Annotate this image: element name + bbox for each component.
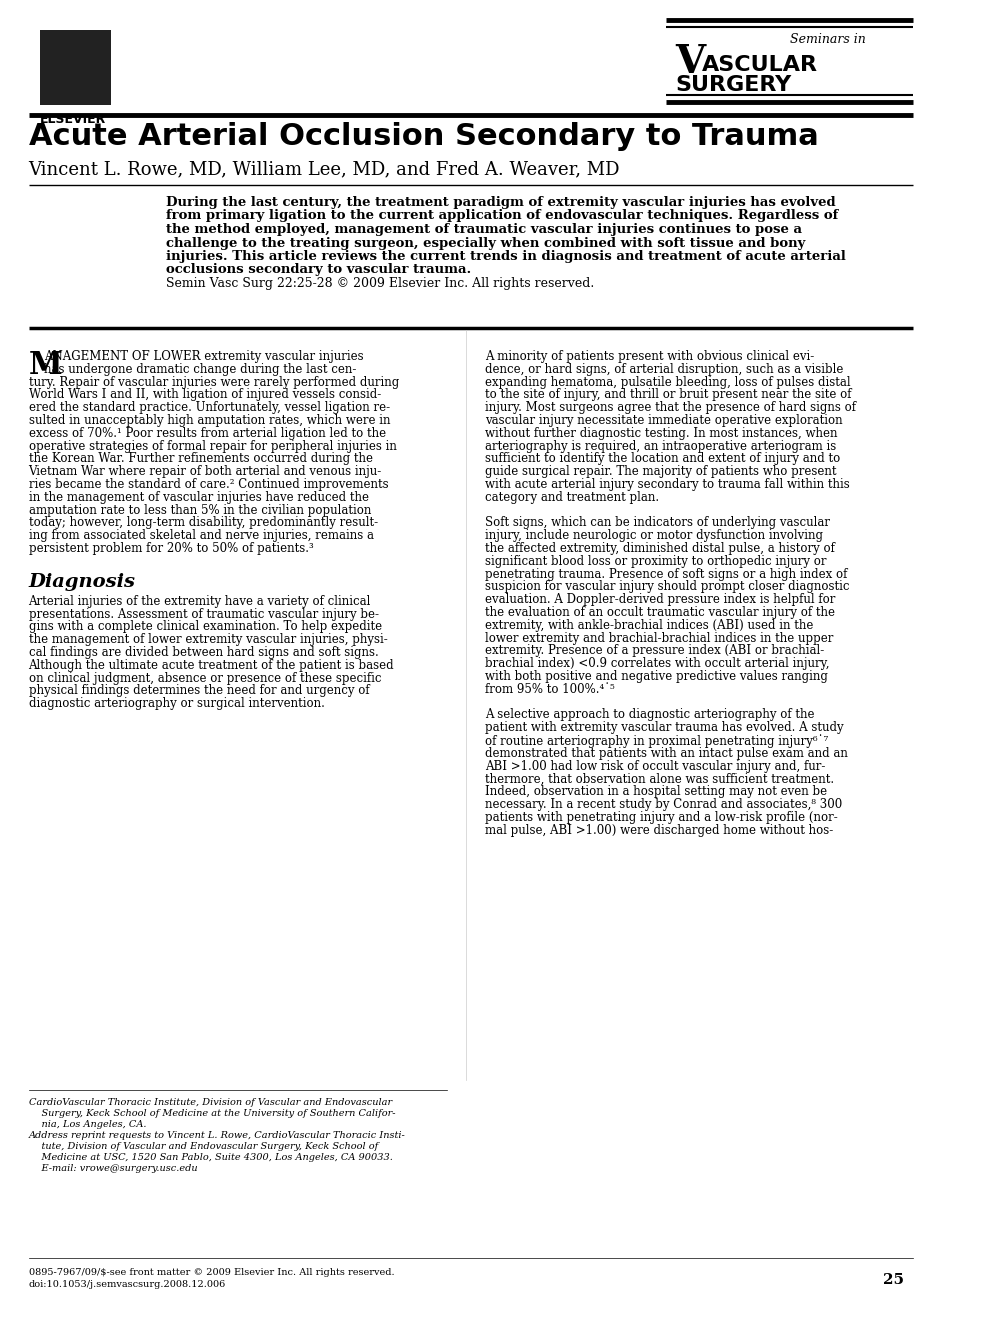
Text: Soft signs, which can be indicators of underlying vascular: Soft signs, which can be indicators of u… (485, 516, 831, 529)
Text: injuries. This article reviews the current trends in diagnosis and treatment of : injuries. This article reviews the curre… (166, 249, 846, 263)
Text: ANAGEMENT OF LOWER extremity vascular injuries: ANAGEMENT OF LOWER extremity vascular in… (44, 350, 363, 363)
Text: injury, include neurologic or motor dysfunction involving: injury, include neurologic or motor dysf… (485, 529, 823, 543)
Text: amputation rate to less than 5% in the civilian population: amputation rate to less than 5% in the c… (29, 504, 371, 516)
Text: excess of 70%.¹ Poor results from arterial ligation led to the: excess of 70%.¹ Poor results from arteri… (29, 426, 386, 440)
Text: ing from associated skeletal and nerve injuries, remains a: ing from associated skeletal and nerve i… (29, 529, 373, 543)
Text: World Wars I and II, with ligation of injured vessels consid-: World Wars I and II, with ligation of in… (29, 388, 381, 401)
Text: necessary. In a recent study by Conrad and associates,⁸ 300: necessary. In a recent study by Conrad a… (485, 799, 842, 810)
Text: Medicine at USC, 1520 San Pablo, Suite 4300, Los Angeles, CA 90033.: Medicine at USC, 1520 San Pablo, Suite 4… (29, 1152, 392, 1162)
Text: During the last century, the treatment paradigm of extremity vascular injuries h: During the last century, the treatment p… (166, 195, 837, 209)
Text: today; however, long-term disability, predominantly result-: today; however, long-term disability, pr… (29, 516, 377, 529)
Text: with both positive and negative predictive values ranging: with both positive and negative predicti… (485, 671, 828, 682)
Text: Acute Arterial Occlusion Secondary to Trauma: Acute Arterial Occlusion Secondary to Tr… (29, 121, 819, 150)
Text: E-mail: vrowe@surgery.usc.edu: E-mail: vrowe@surgery.usc.edu (29, 1164, 197, 1173)
Text: on clinical judgment, absence or presence of these specific: on clinical judgment, absence or presenc… (29, 672, 381, 685)
Text: extremity, with ankle-brachial indices (ABI) used in the: extremity, with ankle-brachial indices (… (485, 619, 814, 632)
Text: Diagnosis: Diagnosis (29, 573, 136, 591)
Text: penetrating trauma. Presence of soft signs or a high index of: penetrating trauma. Presence of soft sig… (485, 568, 847, 581)
Text: mal pulse, ABI >1.00) were discharged home without hos-: mal pulse, ABI >1.00) were discharged ho… (485, 824, 834, 837)
Text: Surgery, Keck School of Medicine at the University of Southern Califor-: Surgery, Keck School of Medicine at the … (29, 1109, 395, 1118)
Text: 0895-7967/09/$-see front matter © 2009 Elsevier Inc. All rights reserved.: 0895-7967/09/$-see front matter © 2009 E… (29, 1269, 394, 1276)
Text: ered the standard practice. Unfortunately, vessel ligation re-: ered the standard practice. Unfortunatel… (29, 401, 390, 414)
Text: suspicion for vascular injury should prompt closer diagnostic: suspicion for vascular injury should pro… (485, 581, 849, 594)
Text: with acute arterial injury secondary to trauma fall within this: with acute arterial injury secondary to … (485, 478, 849, 491)
Text: Semin Vasc Surg 22:25-28 © 2009 Elsevier Inc. All rights reserved.: Semin Vasc Surg 22:25-28 © 2009 Elsevier… (166, 277, 595, 290)
Text: without further diagnostic testing. In most instances, when: without further diagnostic testing. In m… (485, 426, 838, 440)
Text: doi:10.1053/j.semvascsurg.2008.12.006: doi:10.1053/j.semvascsurg.2008.12.006 (29, 1280, 226, 1290)
Text: from 95% to 100%.⁴˙⁵: from 95% to 100%.⁴˙⁵ (485, 682, 615, 696)
Text: expanding hematoma, pulsatile bleeding, loss of pulses distal: expanding hematoma, pulsatile bleeding, … (485, 376, 850, 388)
Text: M: M (29, 350, 62, 381)
Text: lower extremity and brachial-brachial indices in the upper: lower extremity and brachial-brachial in… (485, 631, 834, 644)
Text: of routine arteriography in proximal penetrating injury⁶˙⁷: of routine arteriography in proximal pen… (485, 734, 829, 748)
Text: nia, Los Angeles, CA.: nia, Los Angeles, CA. (29, 1119, 147, 1129)
Text: ABI >1.00 had low risk of occult vascular injury and, fur-: ABI >1.00 had low risk of occult vascula… (485, 759, 826, 772)
Text: in the management of vascular injuries have reduced the: in the management of vascular injuries h… (29, 491, 368, 504)
Bar (40, 30, 111, 106)
Text: challenge to the treating surgeon, especially when combined with soft tissue and: challenge to the treating surgeon, espec… (166, 236, 806, 249)
Text: cal findings are divided between hard signs and soft signs.: cal findings are divided between hard si… (29, 645, 378, 659)
Text: 25: 25 (883, 1272, 904, 1287)
Text: SURGERY: SURGERY (675, 75, 792, 95)
Text: the method employed, management of traumatic vascular injuries continues to pose: the method employed, management of traum… (166, 223, 803, 236)
Text: guide surgical repair. The majority of patients who present: guide surgical repair. The majority of p… (485, 465, 837, 478)
Text: diagnostic arteriography or surgical intervention.: diagnostic arteriography or surgical int… (29, 697, 325, 710)
Text: thermore, that observation alone was sufficient treatment.: thermore, that observation alone was suf… (485, 772, 835, 785)
Text: presentations. Assessment of traumatic vascular injury be-: presentations. Assessment of traumatic v… (29, 607, 378, 620)
Text: category and treatment plan.: category and treatment plan. (485, 491, 659, 504)
Text: V: V (675, 44, 706, 81)
Text: tury. Repair of vascular injuries were rarely performed during: tury. Repair of vascular injuries were r… (29, 376, 399, 388)
Text: ASCULAR: ASCULAR (702, 55, 818, 75)
Text: tute, Division of Vascular and Endovascular Surgery, Keck School of: tute, Division of Vascular and Endovascu… (29, 1142, 378, 1151)
Text: ries became the standard of care.² Continued improvements: ries became the standard of care.² Conti… (29, 478, 388, 491)
Text: sulted in unacceptably high amputation rates, which were in: sulted in unacceptably high amputation r… (29, 414, 390, 426)
Text: the management of lower extremity vascular injuries, physi-: the management of lower extremity vascul… (29, 634, 387, 647)
Text: significant blood loss or proximity to orthopedic injury or: significant blood loss or proximity to o… (485, 554, 827, 568)
Text: evaluation. A Doppler-derived pressure index is helpful for: evaluation. A Doppler-derived pressure i… (485, 593, 836, 606)
Text: arteriography is required, an intraoperative arteriogram is: arteriography is required, an intraopera… (485, 440, 837, 453)
Text: sufficient to identify the location and extent of injury and to: sufficient to identify the location and … (485, 453, 841, 466)
Text: ELSEVIER: ELSEVIER (40, 114, 106, 125)
Text: the Korean War. Further refinements occurred during the: the Korean War. Further refinements occu… (29, 453, 372, 466)
Text: Vincent L. Rowe, MD, William Lee, MD, and Fred A. Weaver, MD: Vincent L. Rowe, MD, William Lee, MD, an… (29, 160, 620, 178)
Text: dence, or hard signs, of arterial disruption, such as a visible: dence, or hard signs, of arterial disrup… (485, 363, 843, 376)
Text: injury. Most surgeons agree that the presence of hard signs of: injury. Most surgeons agree that the pre… (485, 401, 856, 414)
Text: occlusions secondary to vascular trauma.: occlusions secondary to vascular trauma. (166, 264, 471, 276)
Text: A selective approach to diagnostic arteriography of the: A selective approach to diagnostic arter… (485, 709, 815, 722)
Text: demonstrated that patients with an intact pulse exam and an: demonstrated that patients with an intac… (485, 747, 848, 760)
Text: patients with penetrating injury and a low-risk profile (nor-: patients with penetrating injury and a l… (485, 810, 838, 824)
Text: Vietnam War where repair of both arterial and venous inju-: Vietnam War where repair of both arteria… (29, 465, 382, 478)
Text: gins with a complete clinical examination. To help expedite: gins with a complete clinical examinatio… (29, 620, 382, 634)
Text: from primary ligation to the current application of endovascular techniques. Reg: from primary ligation to the current app… (166, 210, 839, 223)
Text: A minority of patients present with obvious clinical evi-: A minority of patients present with obvi… (485, 350, 815, 363)
Text: the affected extremity, diminished distal pulse, a history of: the affected extremity, diminished dista… (485, 543, 835, 554)
Text: CardioVascular Thoracic Institute, Division of Vascular and Endovascular: CardioVascular Thoracic Institute, Divis… (29, 1098, 392, 1107)
Text: Seminars in: Seminars in (790, 33, 865, 46)
Text: brachial index) <0.9 correlates with occult arterial injury,: brachial index) <0.9 correlates with occ… (485, 657, 830, 671)
Text: Arterial injuries of the extremity have a variety of clinical: Arterial injuries of the extremity have … (29, 595, 371, 607)
Text: persistent problem for 20% to 50% of patients.³: persistent problem for 20% to 50% of pat… (29, 543, 313, 554)
Text: operative strategies of formal repair for peripheral injuries in: operative strategies of formal repair fo… (29, 440, 396, 453)
Text: physical findings determines the need for and urgency of: physical findings determines the need fo… (29, 684, 369, 697)
Text: the evaluation of an occult traumatic vascular injury of the: the evaluation of an occult traumatic va… (485, 606, 836, 619)
Text: patient with extremity vascular trauma has evolved. A study: patient with extremity vascular trauma h… (485, 721, 843, 734)
Text: Although the ultimate acute treatment of the patient is based: Although the ultimate acute treatment of… (29, 659, 394, 672)
Text: vascular injury necessitate immediate operative exploration: vascular injury necessitate immediate op… (485, 414, 842, 426)
Text: Indeed, observation in a hospital setting may not even be: Indeed, observation in a hospital settin… (485, 785, 828, 799)
Text: Address reprint requests to Vincent L. Rowe, CardioVascular Thoracic Insti-: Address reprint requests to Vincent L. R… (29, 1131, 405, 1140)
Text: to the site of injury, and thrill or bruit present near the site of: to the site of injury, and thrill or bru… (485, 388, 851, 401)
Text: extremity. Presence of a pressure index (ABI or brachial-: extremity. Presence of a pressure index … (485, 644, 825, 657)
Text: has undergone dramatic change during the last cen-: has undergone dramatic change during the… (44, 363, 356, 376)
